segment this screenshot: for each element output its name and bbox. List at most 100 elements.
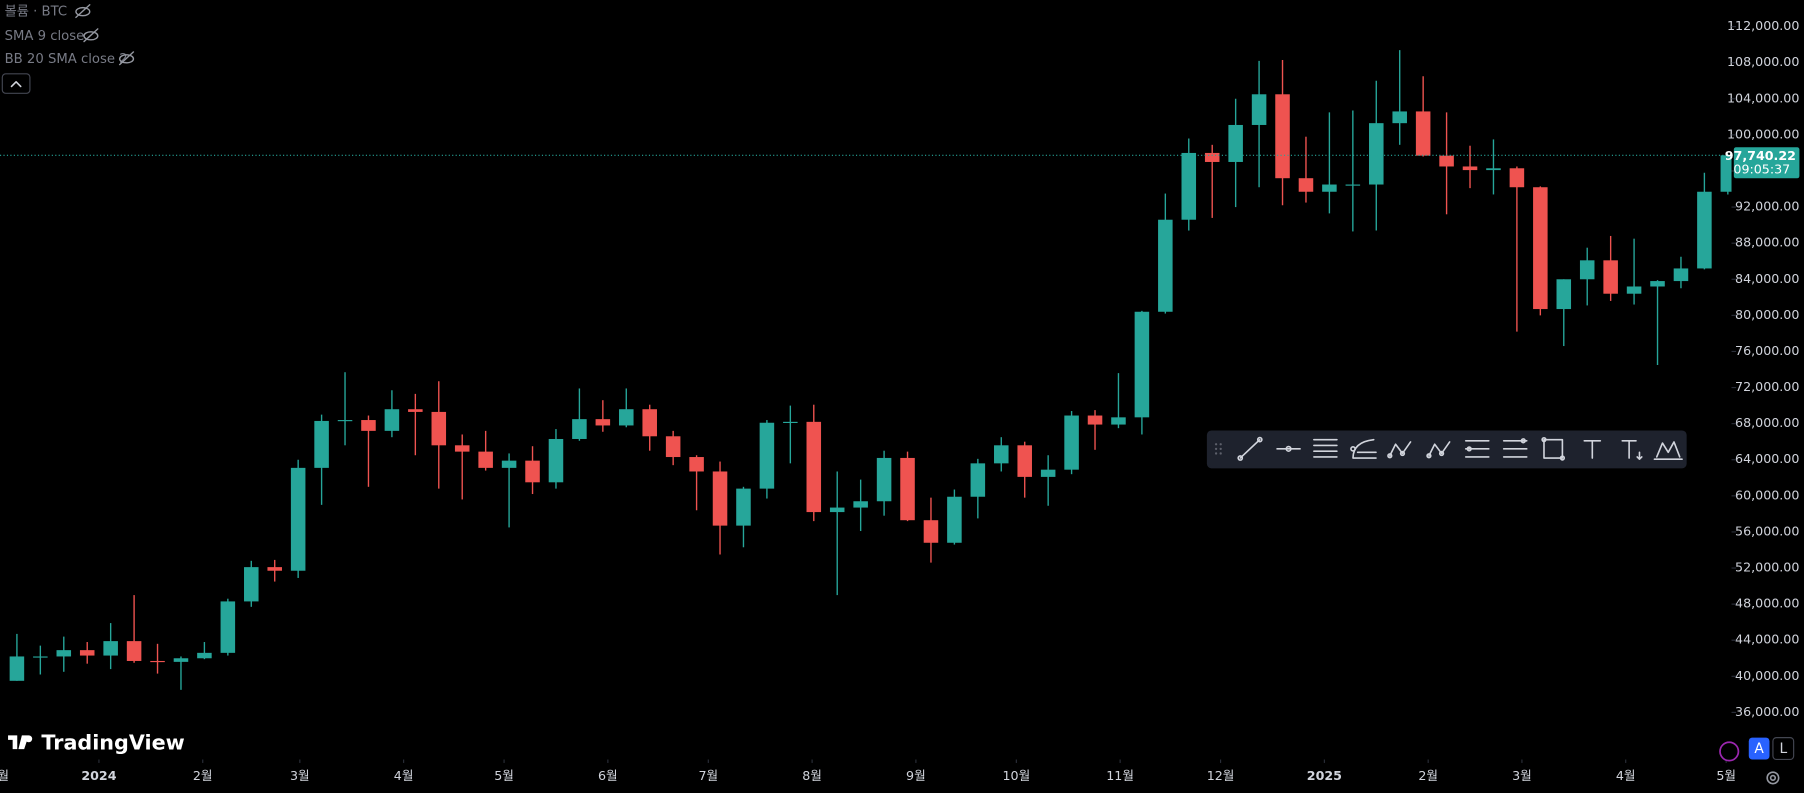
- candle-body: [9, 656, 25, 681]
- candle-body: [619, 409, 634, 426]
- x-tick-label: 2월: [1418, 768, 1438, 783]
- candle-body: [1134, 311, 1150, 418]
- candle-body: [501, 460, 517, 468]
- x-tick-label: 9월: [906, 768, 926, 783]
- candle-body: [1111, 417, 1126, 425]
- candle-body: [689, 457, 704, 472]
- candle-body: [267, 567, 282, 571]
- y-tick-label: 40,000.00: [1735, 668, 1799, 683]
- candle-body: [1556, 279, 1572, 310]
- time-axis: 12월 2024 2월 3월 4월 5월 6월 7월 8월 9월 10월 11월 12월 2025 2월 3월…: [0, 759, 1736, 783]
- candle-body: [56, 650, 72, 657]
- y-tick-label: 84,000.00: [1735, 271, 1799, 286]
- candle-body: [1697, 191, 1712, 269]
- collapse-icon: [10, 81, 22, 88]
- candle-body: [1017, 445, 1032, 477]
- candle-body: [947, 496, 962, 543]
- y-tick-label: 92,000.00: [1735, 199, 1799, 214]
- y-tick-label: 76,000.00: [1735, 343, 1799, 358]
- candle-body: [1603, 260, 1618, 294]
- candle-body: [126, 641, 142, 661]
- y-tick-label: 52,000.00: [1735, 560, 1799, 575]
- candle-body: [1345, 184, 1361, 186]
- settings-icon[interactable]: [1766, 771, 1780, 785]
- candle-body: [244, 567, 259, 602]
- candle-body: [1064, 415, 1079, 470]
- collapse-button[interactable]: [1, 73, 31, 94]
- x-tick-label: 4월: [394, 768, 414, 783]
- candle-body: [525, 460, 540, 483]
- candle-body: [829, 507, 845, 513]
- candle-body: [1650, 281, 1665, 287]
- logo: TradingView: [8, 730, 185, 754]
- y-tick-label: 88,000.00: [1735, 235, 1799, 250]
- candle-body: [1579, 260, 1595, 280]
- candle-body: [408, 409, 423, 412]
- x-tick-label: 8월: [802, 768, 822, 783]
- y-tick-label: 56,000.00: [1735, 523, 1799, 538]
- candle-body: [712, 471, 728, 526]
- y-tick-label: 36,000.00: [1735, 704, 1799, 719]
- candle-body: [759, 422, 775, 489]
- x-tick-label: 3월: [1512, 768, 1532, 783]
- legend-item[interactable]: BB 20 SMA close 2: [5, 52, 128, 67]
- candle-body: [642, 409, 657, 437]
- candle-body: [220, 601, 236, 653]
- candle-body: [1322, 184, 1337, 192]
- x-tick-label: 3월: [290, 768, 310, 783]
- candle-body: [994, 445, 1009, 464]
- candle-body: [1392, 111, 1407, 124]
- candle-body: [806, 421, 822, 513]
- candle-body: [1181, 152, 1197, 220]
- candle-body: [33, 656, 48, 658]
- x-tick-label: 2024: [81, 768, 116, 783]
- y-tick-label: 80,000.00: [1735, 307, 1799, 322]
- legend-item[interactable]: 볼륨 · BTC: [5, 4, 68, 20]
- candle-body: [478, 451, 493, 468]
- candle-body: [1275, 94, 1290, 179]
- candle-body: [1439, 155, 1454, 167]
- y-tick-label: 60,000.00: [1735, 487, 1799, 502]
- candle-body: [970, 463, 986, 497]
- y-tick-label: 68,000.00: [1735, 415, 1799, 430]
- legend-item[interactable]: SMA 9 close: [5, 29, 85, 44]
- x-tick-label: 2월: [193, 768, 213, 783]
- drag-handle[interactable]: [1214, 443, 1222, 455]
- auto-scale-label: A: [1754, 741, 1764, 757]
- candle-body: [572, 419, 587, 439]
- log-scale-button[interactable]: [1772, 737, 1795, 761]
- replay-icon[interactable]: [1719, 741, 1740, 762]
- logo-text: TradingView: [41, 730, 184, 754]
- candle-body: [595, 419, 611, 426]
- y-tick-label: 48,000.00: [1735, 596, 1799, 611]
- candle-body: [454, 445, 470, 452]
- candle-body: [923, 520, 939, 543]
- y-tick-label: 112,000.00: [1727, 18, 1799, 33]
- candle-body: [431, 411, 447, 446]
- y-tick-label: 108,000.00: [1727, 54, 1799, 69]
- countdown-label: 09:05:37: [1733, 162, 1790, 177]
- auto-scale-button[interactable]: [1748, 737, 1770, 760]
- candle-body: [314, 420, 329, 468]
- candle-body: [1673, 268, 1689, 282]
- candle-body: [197, 652, 212, 659]
- candle-body: [1087, 415, 1103, 425]
- candle-body: [103, 641, 118, 656]
- last-price-label: 97,740.22: [1725, 148, 1796, 163]
- candle-body: [1251, 94, 1267, 125]
- x-tick-label: 10월: [1002, 768, 1030, 783]
- candle-body: [150, 660, 165, 663]
- candle-body: [1040, 469, 1056, 477]
- tool-icons[interactable]: [1237, 436, 1683, 461]
- visibility-icon[interactable]: [75, 4, 135, 66]
- candle-body: [1228, 124, 1243, 162]
- legend: 볼륨 · BTC SMA 9 close BB 20 SMA close 2: [1, 4, 135, 94]
- x-tick-label: 11월: [1106, 768, 1134, 783]
- candle-body: [1204, 152, 1220, 162]
- candle-body: [384, 409, 400, 431]
- x-tick-label: 12월: [0, 768, 9, 783]
- x-tick-label: 12월: [1207, 768, 1235, 783]
